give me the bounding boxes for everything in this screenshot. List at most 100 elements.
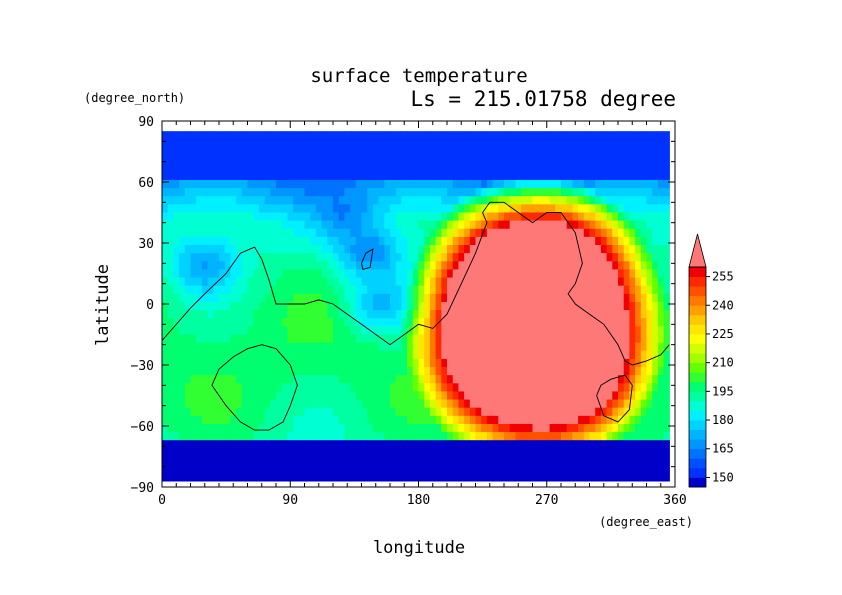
field-cell: [350, 139, 357, 149]
field-cell: [395, 358, 402, 368]
field-cell: [253, 456, 260, 466]
field-cell: [458, 383, 465, 393]
field-cell: [578, 147, 585, 157]
field-cell: [566, 310, 573, 319]
field-cell: [549, 204, 556, 214]
field-cell: [657, 171, 665, 181]
field-cell: [418, 350, 425, 360]
field-cell: [367, 171, 374, 181]
field-cell: [230, 399, 237, 409]
field-cell: [441, 245, 448, 254]
field-cell: [561, 236, 568, 246]
field-cell: [469, 301, 477, 311]
field-cell: [355, 310, 363, 319]
field-cell: [367, 350, 374, 360]
field-cell: [555, 375, 562, 384]
field-cell: [276, 285, 283, 295]
field-cell: [429, 220, 437, 230]
field-cell: [236, 179, 243, 189]
field-cell: [344, 375, 351, 384]
field-cell: [241, 269, 249, 279]
field-cell: [526, 350, 534, 360]
field-cell: [555, 456, 562, 466]
field-cell: [612, 432, 619, 441]
field-cell: [207, 131, 214, 140]
field-cell: [350, 399, 357, 409]
field-cell: [595, 245, 602, 254]
field-cell: [578, 342, 585, 352]
field-cell: [298, 196, 306, 205]
field-cell: [407, 220, 414, 230]
field-cell: [310, 301, 317, 311]
field-cell: [657, 432, 665, 441]
field-cell: [190, 407, 197, 417]
field-cell: [549, 448, 556, 458]
field-cell: [384, 407, 391, 417]
field-cell: [276, 334, 283, 344]
field-cell: [241, 301, 249, 311]
field-cell: [167, 285, 174, 295]
field-cell: [230, 367, 237, 376]
field-cell: [646, 464, 653, 474]
field-cell: [247, 448, 254, 458]
field-cell: [298, 147, 306, 157]
field-cell: [435, 228, 442, 238]
field-cell: [258, 350, 266, 360]
field-cell: [464, 228, 471, 238]
field-cell: [264, 342, 271, 352]
field-cell: [367, 163, 374, 173]
field-cell: [236, 147, 243, 157]
field-cell: [264, 310, 271, 319]
field-cell: [589, 415, 596, 425]
field-cell: [595, 448, 602, 458]
field-cell: [424, 301, 431, 311]
field-cell: [315, 261, 323, 271]
field-cell: [424, 147, 431, 157]
field-cell: [236, 423, 243, 433]
field-cell: [424, 188, 431, 197]
field-cell: [293, 318, 300, 327]
field-cell: [578, 301, 585, 311]
field-cell: [390, 147, 397, 157]
field-cell: [372, 342, 380, 352]
field-cell: [458, 285, 465, 295]
field-cell: [492, 228, 499, 238]
field-cell: [219, 391, 226, 401]
field-cell: [179, 350, 186, 360]
field-cell: [412, 285, 420, 295]
field-cell: [572, 301, 579, 311]
field-cell: [298, 236, 306, 246]
field-cell: [623, 188, 630, 197]
field-cell: [315, 196, 323, 205]
field-cell: [532, 204, 539, 214]
field-cell: [549, 383, 556, 393]
field-cell: [521, 228, 528, 238]
field-cell: [247, 301, 254, 311]
field-cell: [561, 228, 568, 238]
field-cell: [663, 440, 670, 449]
colorbar-segment: [689, 467, 706, 478]
field-cell: [629, 367, 636, 376]
field-cell: [367, 301, 374, 311]
field-cell: [532, 464, 539, 474]
field-cell: [583, 147, 591, 157]
field-cell: [509, 383, 516, 393]
field-cell: [224, 139, 231, 149]
field-cell: [663, 171, 670, 181]
field-cell: [429, 285, 437, 295]
field-cell: [566, 293, 573, 303]
y-tick-label: −90: [131, 481, 154, 496]
field-cell: [618, 472, 625, 482]
field-cell: [281, 269, 288, 279]
field-cell: [395, 375, 402, 384]
field-cell: [219, 472, 226, 482]
field-cell: [452, 220, 459, 230]
field-cell: [224, 228, 231, 238]
field-cell: [583, 326, 591, 336]
field-cell: [344, 285, 351, 295]
field-cell: [429, 407, 437, 417]
field-cell: [378, 367, 385, 376]
field-cell: [412, 163, 420, 173]
field-cell: [504, 472, 511, 482]
field-cell: [350, 293, 357, 303]
